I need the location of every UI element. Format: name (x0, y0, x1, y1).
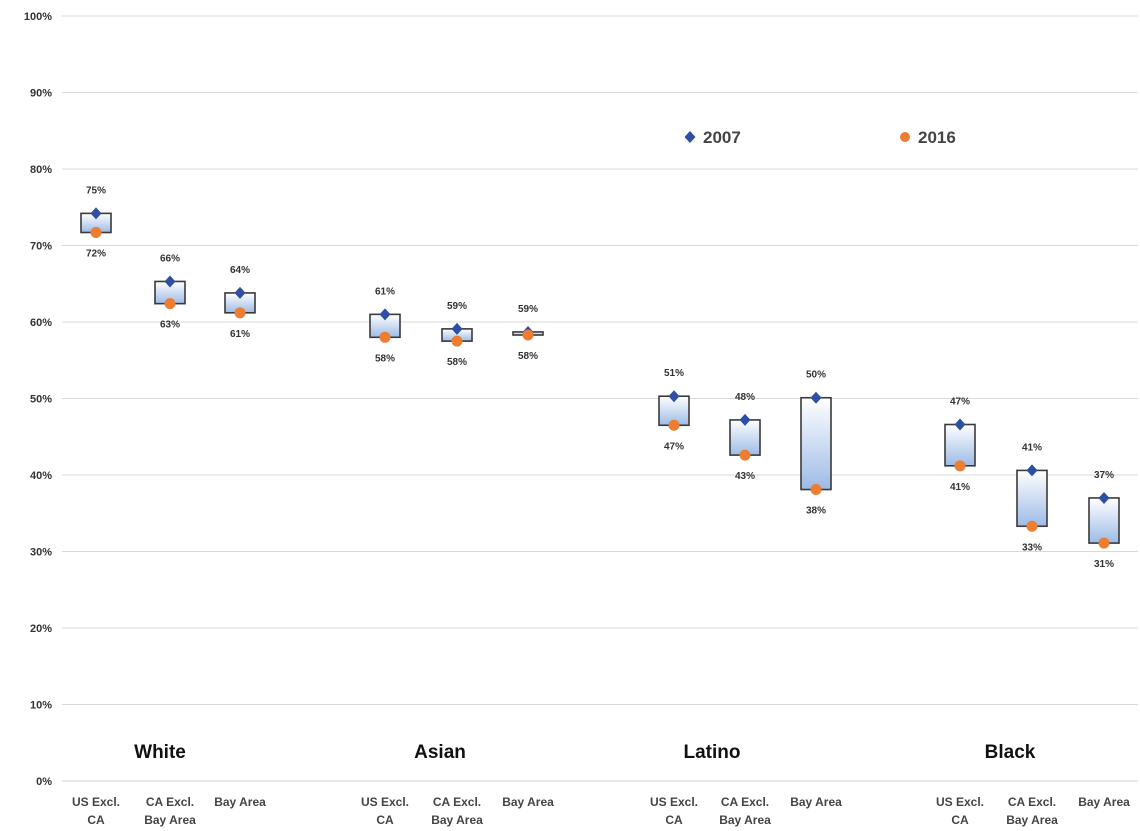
marker-2016 (522, 329, 534, 341)
range-boxes (80, 212, 1120, 544)
marker-2016 (451, 335, 463, 347)
y-tick-label: 0% (36, 776, 52, 788)
data-label-2007: 41% (1022, 442, 1042, 453)
data-label-2007: 47% (950, 397, 970, 408)
group-label: Latino (684, 742, 741, 763)
data-label-2007: 66% (160, 253, 180, 264)
marker-2007 (90, 207, 102, 220)
y-tick-label: 30% (30, 547, 52, 559)
data-label-2016: 61% (230, 329, 250, 340)
marker-2016 (954, 460, 966, 472)
data-label-2007: 37% (1094, 470, 1114, 481)
data-label-2007: 48% (735, 392, 755, 403)
gridlines (62, 15, 1138, 782)
data-label-2016: 63% (160, 320, 180, 331)
marker-2016 (379, 331, 391, 343)
data-label-2007: 51% (664, 368, 684, 379)
legend-label-2016: 2016 (918, 128, 956, 147)
data-label-2016: 58% (447, 357, 467, 368)
y-tick-label: 20% (30, 623, 52, 635)
data-label-2007: 61% (375, 286, 395, 297)
group-label: Black (985, 742, 1036, 763)
x-tick-label: CA (951, 813, 969, 827)
y-tick-label: 90% (30, 88, 52, 100)
data-label-2007: 64% (230, 265, 250, 276)
marker-2016 (1098, 537, 1110, 549)
x-tick-label: CA Excl. (146, 795, 194, 809)
marker-2007 (451, 322, 463, 335)
data-label-2016: 38% (806, 506, 826, 517)
x-tick-label: Bay Area (431, 813, 483, 827)
group-labels: White Asian Latino Black (134, 742, 1036, 763)
legend-label-2007: 2007 (703, 128, 741, 147)
range-box (800, 396, 832, 491)
x-tick-label: Bay Area (719, 813, 771, 827)
marker-2016 (739, 449, 751, 461)
legend: 2007 2016 (684, 128, 956, 147)
marker-2007 (234, 286, 246, 299)
marker-2007 (954, 418, 966, 431)
data-markers (90, 207, 1110, 549)
marker-2007 (810, 391, 822, 404)
data-label-2016: 72% (86, 248, 106, 259)
range-box (1088, 497, 1120, 544)
y-tick-label: 10% (30, 700, 52, 712)
x-tick-label: CA (376, 813, 394, 827)
x-tick-label: CA Excl. (721, 795, 769, 809)
marker-2016 (668, 419, 680, 431)
y-tick-label: 80% (30, 164, 52, 176)
range-box (944, 423, 976, 467)
marker-2007 (1026, 464, 1038, 477)
data-label-2016: 33% (1022, 542, 1042, 553)
marker-2016 (1026, 520, 1038, 532)
x-tick-label: CA (665, 813, 683, 827)
group-label: White (134, 742, 186, 763)
x-tick-label: US Excl. (72, 795, 120, 809)
data-label-2007: 59% (447, 301, 467, 312)
x-tick-label: Bay Area (1006, 813, 1058, 827)
data-label-2016: 43% (735, 471, 755, 482)
range-box (1016, 469, 1048, 528)
x-axis-tick-labels: US Excl. CA CA Excl. Bay Area Bay Area US Exc… (72, 795, 1130, 827)
x-tick-label: Bay Area (502, 795, 554, 809)
data-label-2007: 75% (86, 185, 106, 196)
marker-2016 (234, 307, 246, 319)
x-tick-label: CA Excl. (433, 795, 481, 809)
marker-2016 (164, 298, 176, 310)
x-tick-label: Bay Area (144, 813, 196, 827)
data-labels: 75% 66% 64% 61% 59% 59% 51% 48% 50% 47% 41% 37% 72% 6… (86, 185, 1114, 570)
y-tick-label: 40% (30, 470, 52, 482)
data-label-2016: 58% (375, 353, 395, 364)
data-label-2016: 31% (1094, 559, 1114, 570)
y-tick-label: 100% (24, 11, 52, 23)
x-tick-label: US Excl. (650, 795, 698, 809)
data-label-2016: 41% (950, 482, 970, 493)
group-label: Asian (414, 742, 466, 763)
x-tick-label: Bay Area (214, 795, 266, 809)
y-tick-label: 50% (30, 394, 52, 406)
data-label-2016: 58% (518, 351, 538, 362)
x-tick-label: CA (87, 813, 105, 827)
x-tick-label: Bay Area (790, 795, 842, 809)
marker-2016 (810, 484, 822, 496)
marker-2007 (1098, 491, 1110, 504)
marker-2007 (164, 275, 176, 288)
marker-2007 (668, 390, 680, 403)
data-label-2007: 59% (518, 304, 538, 315)
legend-marker-2007 (684, 131, 696, 143)
x-tick-label: Bay Area (1078, 795, 1130, 809)
data-label-2016: 47% (664, 441, 684, 452)
marker-2007 (379, 308, 391, 321)
y-tick-label: 60% (30, 317, 52, 329)
x-tick-label: US Excl. (936, 795, 984, 809)
y-tick-label: 70% (30, 241, 52, 253)
marker-2016 (90, 226, 102, 238)
legend-marker-2016 (900, 132, 910, 142)
x-tick-label: CA Excl. (1008, 795, 1056, 809)
data-label-2007: 50% (806, 370, 826, 381)
y-axis-tick-labels: 0% 10% 20% 30% 40% 50% 60% 70% 80% 90% 100% (24, 11, 52, 788)
x-tick-label: US Excl. (361, 795, 409, 809)
marker-2007 (739, 413, 751, 426)
